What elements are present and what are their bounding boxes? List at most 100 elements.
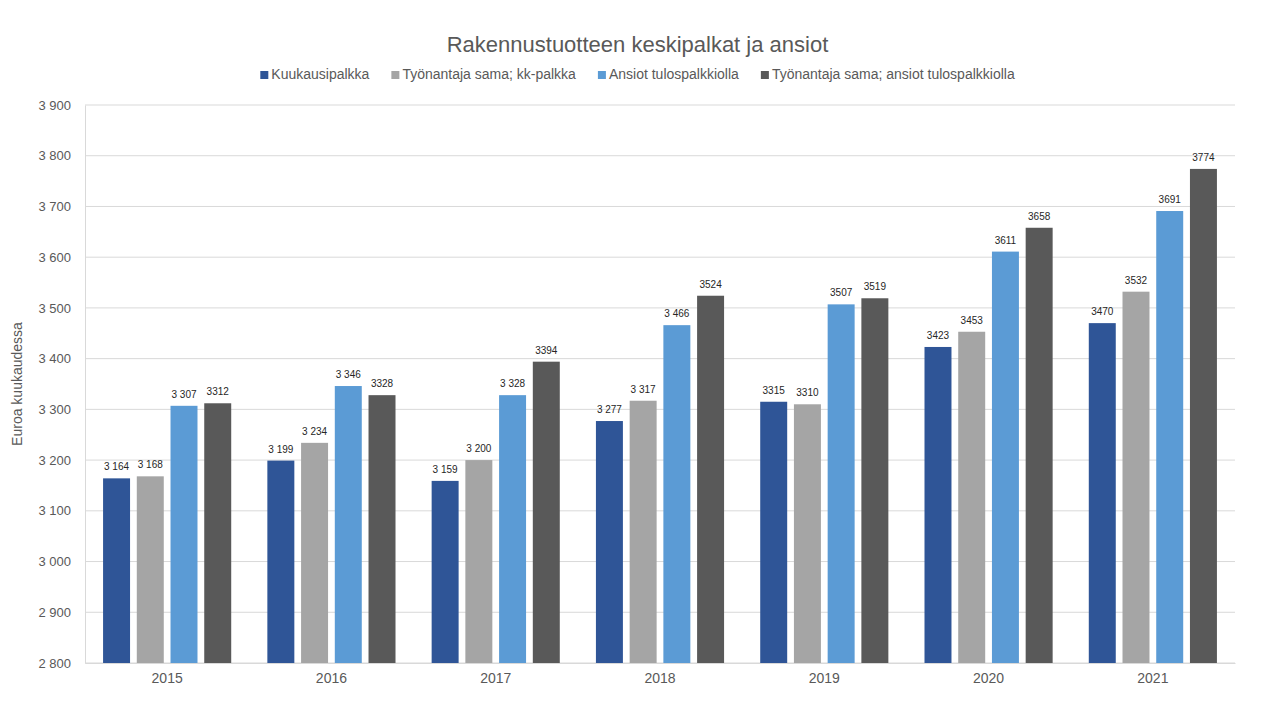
grid [85, 105, 1235, 663]
bar [663, 325, 690, 663]
data-label: 3 234 [302, 426, 327, 437]
y-tick-label: 3 600 [38, 250, 71, 265]
y-tick-label: 3 300 [38, 402, 71, 417]
legend-swatch [391, 71, 399, 79]
y-tick-label: 2 900 [38, 605, 71, 620]
chart-title: Rakennustuotteen keskipalkat ja ansiot [447, 32, 829, 57]
legend-item: Työnantaja sama; ansiot tulospalkkiolla [761, 66, 1015, 82]
y-tick-label: 3 400 [38, 351, 71, 366]
x-axis: 2015201620172018201920202021 [86, 663, 1236, 686]
data-label: 3 317 [631, 384, 656, 395]
data-label: 3532 [1125, 275, 1148, 286]
grid-line [85, 257, 1235, 258]
bar [760, 402, 787, 663]
y-tick: 3 200 [38, 453, 85, 468]
data-label: 3423 [927, 330, 950, 341]
grid-line [85, 612, 1235, 613]
legend-swatch [761, 71, 769, 79]
data-label: 3 277 [597, 404, 622, 415]
x-tick-label: 2017 [480, 670, 511, 686]
y-tick-label: 2 800 [38, 656, 71, 671]
bar [204, 403, 231, 663]
data-label: 3 328 [500, 378, 525, 389]
x-tick-label: 2018 [644, 670, 675, 686]
y-tick-label: 3 100 [38, 503, 71, 518]
x-tick: 2021 [1137, 663, 1168, 686]
data-label: 3312 [207, 386, 230, 397]
data-label: 3453 [961, 315, 984, 326]
bar [301, 443, 328, 663]
data-label: 3315 [763, 385, 786, 396]
bar-series [171, 211, 1184, 663]
bar [958, 332, 985, 663]
data-label: 3611 [995, 235, 1017, 246]
y-tick-label: 3 800 [38, 148, 71, 163]
legend-label: Ansiot tulospalkkiolla [609, 66, 739, 82]
x-tick: 2020 [973, 663, 1004, 686]
bar [697, 296, 724, 663]
chart-container: 2 800 2 900 3 000 3 100 3 200 3 300 3 400 3 500… [0, 0, 1275, 714]
data-label: 3 159 [433, 464, 458, 475]
bar [1123, 292, 1150, 663]
data-labels: 3 1643 1993 1593 2773315342334703 1683 2… [104, 152, 1215, 475]
y-axis-line [85, 106, 86, 664]
x-tick-label: 2021 [1137, 670, 1168, 686]
x-tick: 2017 [480, 663, 511, 686]
y-tick: 3 500 [38, 301, 85, 316]
x-axis-line [86, 663, 1236, 664]
x-tick: 2019 [809, 663, 840, 686]
legend-label: Työnantaja sama; kk-palkka [402, 66, 576, 82]
bar-series [103, 323, 1116, 663]
grid-line [85, 358, 1235, 359]
grid-line [85, 206, 1235, 207]
bar [596, 421, 623, 663]
y-tick: 3 800 [38, 148, 85, 163]
x-tick-label: 2019 [809, 670, 840, 686]
y-tick: 3 100 [38, 503, 85, 518]
legend-label: Kuukausipalkka [271, 66, 369, 82]
bar [1190, 169, 1217, 663]
y-tick: 3 300 [38, 402, 85, 417]
bar [828, 304, 855, 663]
bar [499, 395, 526, 663]
data-label: 3 307 [171, 389, 196, 400]
grid-line [85, 460, 1235, 461]
data-label: 3 466 [664, 308, 689, 319]
y-tick: 3 400 [38, 351, 85, 366]
bar [369, 395, 396, 663]
x-tick-label: 2020 [973, 670, 1004, 686]
y-tick-label: 3 200 [38, 453, 71, 468]
chart-svg: 2 800 2 900 3 000 3 100 3 200 3 300 3 400 3 500… [0, 0, 1275, 714]
y-tick: 3 600 [38, 250, 85, 265]
y-tick-label: 3 700 [38, 199, 71, 214]
bar [925, 347, 952, 663]
bar [171, 406, 198, 663]
bar [267, 461, 294, 663]
legend-item: Ansiot tulospalkkiolla [598, 66, 739, 82]
bar [1156, 211, 1183, 663]
data-label: 3328 [371, 378, 394, 389]
grid-line [85, 561, 1235, 562]
bars [103, 169, 1217, 663]
data-label: 3 200 [466, 443, 491, 454]
x-tick: 2018 [644, 663, 675, 686]
data-label: 3658 [1028, 211, 1051, 222]
data-label: 3 168 [138, 459, 163, 470]
grid-line [85, 663, 1235, 664]
data-label: 3519 [864, 281, 887, 292]
y-tick-label: 3 900 [38, 98, 71, 113]
data-label: 3774 [1192, 152, 1215, 163]
y-tick: 2 900 [38, 605, 85, 620]
x-tick: 2016 [316, 663, 347, 686]
x-tick-label: 2016 [316, 670, 347, 686]
grid-line [85, 155, 1235, 156]
grid-line [85, 105, 1235, 106]
bar [103, 478, 130, 663]
grid-line [85, 510, 1235, 511]
y-axis-title: Euroa kuukaudessa [9, 322, 25, 446]
y-tick-label: 3 000 [38, 554, 71, 569]
data-label: 3394 [535, 345, 558, 356]
bar [432, 481, 459, 663]
bar [1089, 323, 1116, 663]
grid-line [85, 307, 1235, 308]
